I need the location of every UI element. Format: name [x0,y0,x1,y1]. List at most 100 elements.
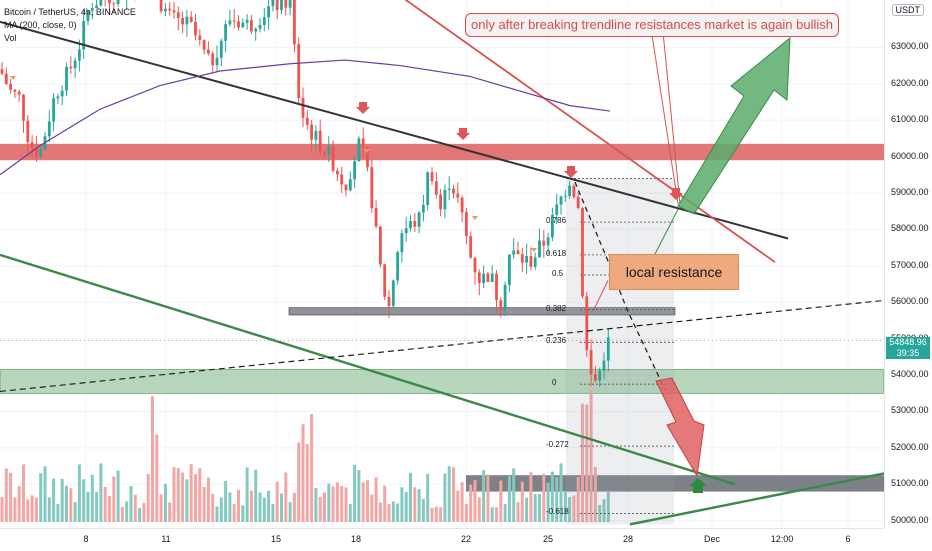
bullish-arrow [677,36,791,215]
candle-body [13,89,17,92]
candle-body [447,188,451,190]
volume-bar [292,492,296,522]
local-pointer-arrow [592,280,609,312]
candle-body [245,20,249,23]
price-chart[interactable] [0,0,884,528]
fib-level-label: 0.786 [546,216,567,226]
currency-badge[interactable]: USDT [891,4,924,16]
time-axis[interactable]: 8 11 15 18 22 25 28 Dec 12:00 6 [0,528,884,551]
volume-bar [434,506,438,522]
candle-body [525,256,528,263]
price-axis[interactable]: 63000.00 62000.00 61000.00 60000.00 59000.00… [884,0,932,528]
volume-bar [323,492,326,522]
volume-bar [370,494,374,522]
volume-bar [327,483,331,522]
volume-bar [546,482,550,522]
volume-bar [159,494,163,522]
sell-signal-arrow [356,102,370,114]
volume-bar [108,496,111,522]
candle-body [404,228,408,234]
fib-level-label: 0.618 [546,248,567,258]
candle-body [555,204,559,215]
candle-body [82,21,86,50]
volume-bar [503,503,507,522]
volume-bar [262,497,266,522]
volume-bar [280,493,283,522]
volume-bar [0,497,4,522]
candle-body [35,148,38,157]
candle-body [108,0,111,4]
volume-bar [443,473,447,522]
candle-body [0,69,4,74]
candle-body [465,212,468,237]
candle-body [499,300,503,311]
candle-body [86,10,90,22]
volume-bar [30,495,34,522]
volume-bar [90,474,94,522]
volume-bar [77,464,81,522]
volume-bar [202,486,206,522]
volume-bar [9,472,13,522]
volume-bar [576,477,580,522]
volume-bar [563,490,567,522]
candle-body [331,146,335,171]
ma-legend: MA (200, close, 0) [4,20,77,30]
candle-body [22,94,25,121]
candle-body [258,24,262,29]
volume-bar [224,481,228,522]
volume-bar [22,464,25,522]
candle-body [293,0,296,45]
candle-body [262,17,266,25]
candle-body [520,254,524,263]
candle-body [383,264,387,297]
candle-body [254,28,258,32]
volume-bar [146,473,150,522]
candle-body [39,149,43,157]
price-tick-label: 59000.00 [891,186,929,197]
volume-bar [456,490,460,522]
volume-bar [284,472,288,522]
bullish-condition-note[interactable]: only after breaking trendline resistance… [465,13,839,37]
volume-bar [138,507,142,522]
price-tick-label: 52000.00 [891,441,929,452]
candle-body [318,130,322,152]
candle-body [112,3,116,5]
volume-bar [194,474,197,522]
volume-bar [142,503,146,522]
candle-body [65,66,68,91]
candle-body [52,98,55,122]
volume-bar [215,506,219,522]
sell-signal-arrow [456,128,470,140]
volume-bar [254,469,258,522]
volume-bar [271,504,275,522]
volume-bar [391,501,395,522]
volume-bar [331,486,335,522]
candle-body [512,250,516,255]
volume-bar [589,389,593,522]
candle-body [353,161,356,180]
volume-bar [103,486,107,522]
price-tick-label: 61000.00 [891,114,929,125]
volume-bar [559,463,563,522]
candle-body [391,280,395,306]
volume-bar [26,499,30,522]
candle-body [568,185,571,196]
volume-bars [0,389,610,522]
sell-signal-arrow [564,166,578,178]
volume-bar [47,497,51,522]
local-resistance-note[interactable]: local resistance [609,254,739,290]
chart-legend: Bitcoin / TetherUS, 4h, BINANCE MA (200,… [4,6,136,45]
candle-body [344,184,348,191]
volume-bar [542,473,546,522]
volume-bar [172,467,176,522]
candle-body [469,236,473,258]
volume-bar [452,467,455,522]
candle-body [237,21,240,28]
candle-body [95,5,98,8]
candle-body [370,167,374,209]
candle-body [56,96,60,99]
volume-bar [151,396,154,522]
candle-body [606,337,610,361]
volume-bar [353,464,357,522]
time-tick-label: 15 [270,534,282,544]
